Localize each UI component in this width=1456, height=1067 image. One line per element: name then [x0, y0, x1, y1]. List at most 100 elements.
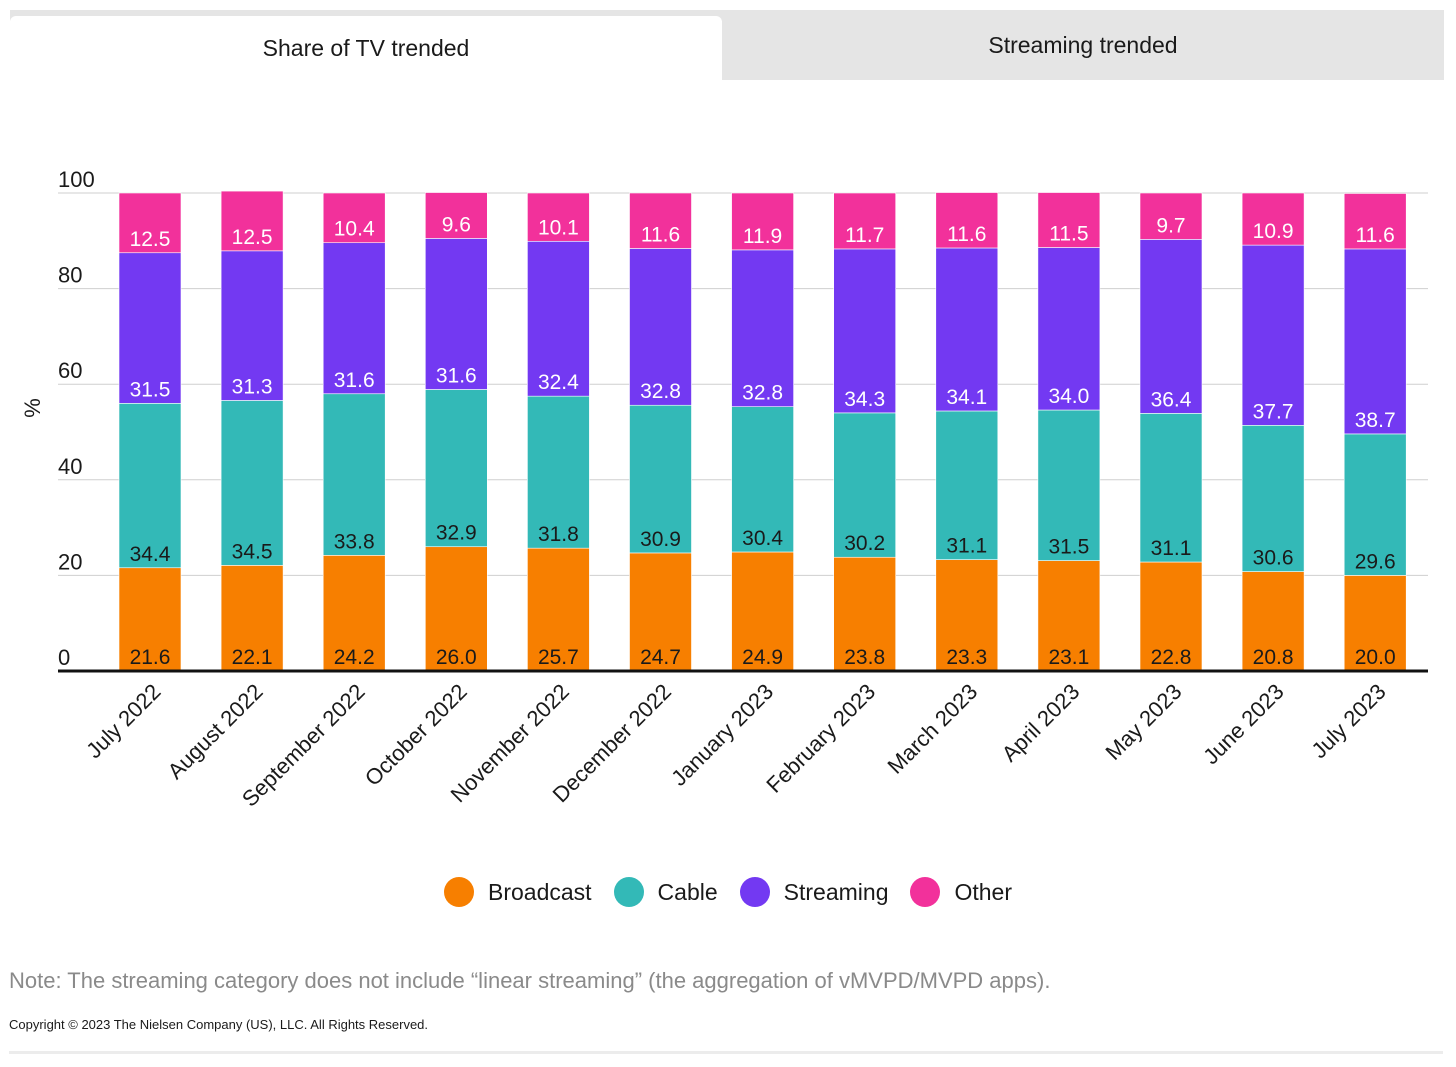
tab-share-of-tv-trended[interactable]: Share of TV trended	[10, 16, 722, 80]
bar-segment	[220, 190, 284, 252]
data-label: 24.9	[742, 646, 783, 669]
bar-segment	[527, 240, 590, 397]
data-label: 31.8	[538, 523, 579, 546]
x-tick-label: July 2022	[81, 679, 165, 763]
bar-segment	[1241, 244, 1305, 426]
x-tick-label: August 2022	[163, 679, 268, 784]
bar-segment	[322, 393, 386, 556]
bar-segment	[424, 238, 488, 390]
data-label: 34.5	[232, 540, 273, 563]
data-label: 10.4	[334, 218, 375, 241]
bar-segment	[1241, 192, 1305, 246]
legend-label-streaming: Streaming	[783, 878, 889, 905]
data-label: 29.6	[1355, 550, 1396, 573]
data-label: 30.4	[742, 527, 783, 550]
y-tick-label: 100	[58, 167, 95, 192]
tab-streaming-trended[interactable]: Streaming trended	[988, 31, 1178, 58]
legend-item-broadcast[interactable]: Broadcast	[443, 877, 592, 907]
bar-segment	[629, 552, 692, 672]
bar-segment	[1139, 239, 1203, 414]
bar-segment	[527, 395, 590, 549]
data-label: 21.6	[130, 646, 171, 669]
x-tick-label: March 2023	[883, 679, 983, 779]
x-tick-label: February 2023	[761, 679, 880, 798]
bar-segment	[1241, 571, 1305, 672]
legend: Broadcast Cable Streaming Other	[0, 872, 1456, 912]
data-label: 10.9	[1253, 220, 1294, 243]
data-label: 11.7	[845, 224, 884, 247]
data-label: 31.5	[1048, 536, 1089, 559]
data-label: 9.6	[442, 213, 471, 236]
bar-segment	[935, 410, 999, 560]
x-tick-label: April 2023	[997, 679, 1085, 767]
bar-segment	[935, 192, 999, 249]
bar-segment	[424, 192, 488, 239]
legend-item-streaming[interactable]: Streaming	[739, 877, 889, 907]
divider	[9, 1051, 1443, 1054]
chart-note: Note: The streaming category does not in…	[9, 968, 1051, 993]
bar-segment	[1139, 192, 1203, 240]
bar-segment	[833, 192, 897, 250]
legend-item-other[interactable]: Other	[910, 877, 1012, 907]
bar-segment	[833, 248, 897, 414]
bar-segment	[1037, 247, 1101, 411]
data-label: 24.7	[640, 646, 681, 669]
y-tick-label: 80	[58, 263, 82, 288]
data-label: 30.2	[844, 532, 885, 555]
data-label: 32.4	[538, 371, 579, 394]
data-label: 38.7	[1355, 409, 1396, 432]
bar-segment	[629, 192, 692, 249]
data-label: 32.9	[436, 522, 477, 545]
data-label: 25.7	[538, 646, 579, 669]
bar-segment	[118, 567, 182, 672]
data-label: 22.8	[1151, 646, 1192, 669]
y-tick-label: 40	[58, 454, 82, 479]
data-label: 23.3	[946, 646, 987, 669]
data-label: 10.1	[538, 216, 579, 239]
legend-swatch-streaming	[739, 877, 770, 907]
bar-segment	[322, 192, 386, 244]
data-label: 11.9	[743, 225, 782, 248]
bar-segment	[935, 247, 999, 412]
x-tick-label: October 2022	[360, 679, 472, 791]
bar-segment	[220, 250, 284, 401]
y-tick-label: 20	[58, 549, 82, 574]
y-tick-label: 60	[58, 358, 82, 383]
bar-segment	[424, 389, 488, 548]
data-label: 12.5	[130, 228, 171, 251]
data-label: 11.5	[1049, 222, 1088, 245]
bar-segment	[118, 403, 182, 569]
data-label: 20.8	[1253, 646, 1294, 669]
data-label: 11.6	[1356, 224, 1395, 247]
data-labels: 21.6 34.4 31.5 12.5 22.1 34.5 31.3 12.5 24.2 33.8…	[130, 213, 1396, 669]
bar-segment	[629, 248, 692, 406]
bars	[118, 190, 1407, 672]
data-label: 30.9	[640, 528, 681, 551]
y-tick-label: 0	[58, 645, 70, 670]
data-label: 33.8	[334, 530, 375, 553]
data-label: 20.0	[1355, 646, 1396, 669]
data-label: 31.1	[946, 535, 987, 558]
data-label: 34.0	[1048, 385, 1089, 408]
data-label: 23.1	[1048, 646, 1089, 669]
legend-label-broadcast: Broadcast	[487, 878, 592, 905]
bar-segment	[1037, 560, 1101, 672]
bar-segment	[424, 546, 488, 672]
stacked-bar-chart: 21.6 34.4 31.5 12.5 22.1 34.5 31.3 12.5 24.2 33.8…	[20, 167, 1428, 812]
data-label: 31.3	[232, 375, 273, 398]
bar-segment	[1343, 248, 1407, 435]
legend-item-cable[interactable]: Cable	[613, 877, 718, 907]
data-label: 34.4	[130, 543, 171, 566]
data-label: 11.6	[947, 223, 986, 246]
data-label: 32.8	[742, 382, 783, 405]
bar-segment	[1037, 192, 1101, 248]
bar-segment	[731, 551, 794, 672]
bar-segment	[629, 404, 692, 554]
legend-swatch-broadcast	[443, 877, 474, 907]
data-label: 31.6	[334, 369, 375, 392]
bar-segment	[322, 242, 386, 395]
data-label: 31.6	[436, 364, 477, 387]
bar-segment	[1343, 433, 1407, 576]
x-tick-label: June 2023	[1198, 679, 1288, 769]
data-label: 36.4	[1151, 388, 1192, 411]
